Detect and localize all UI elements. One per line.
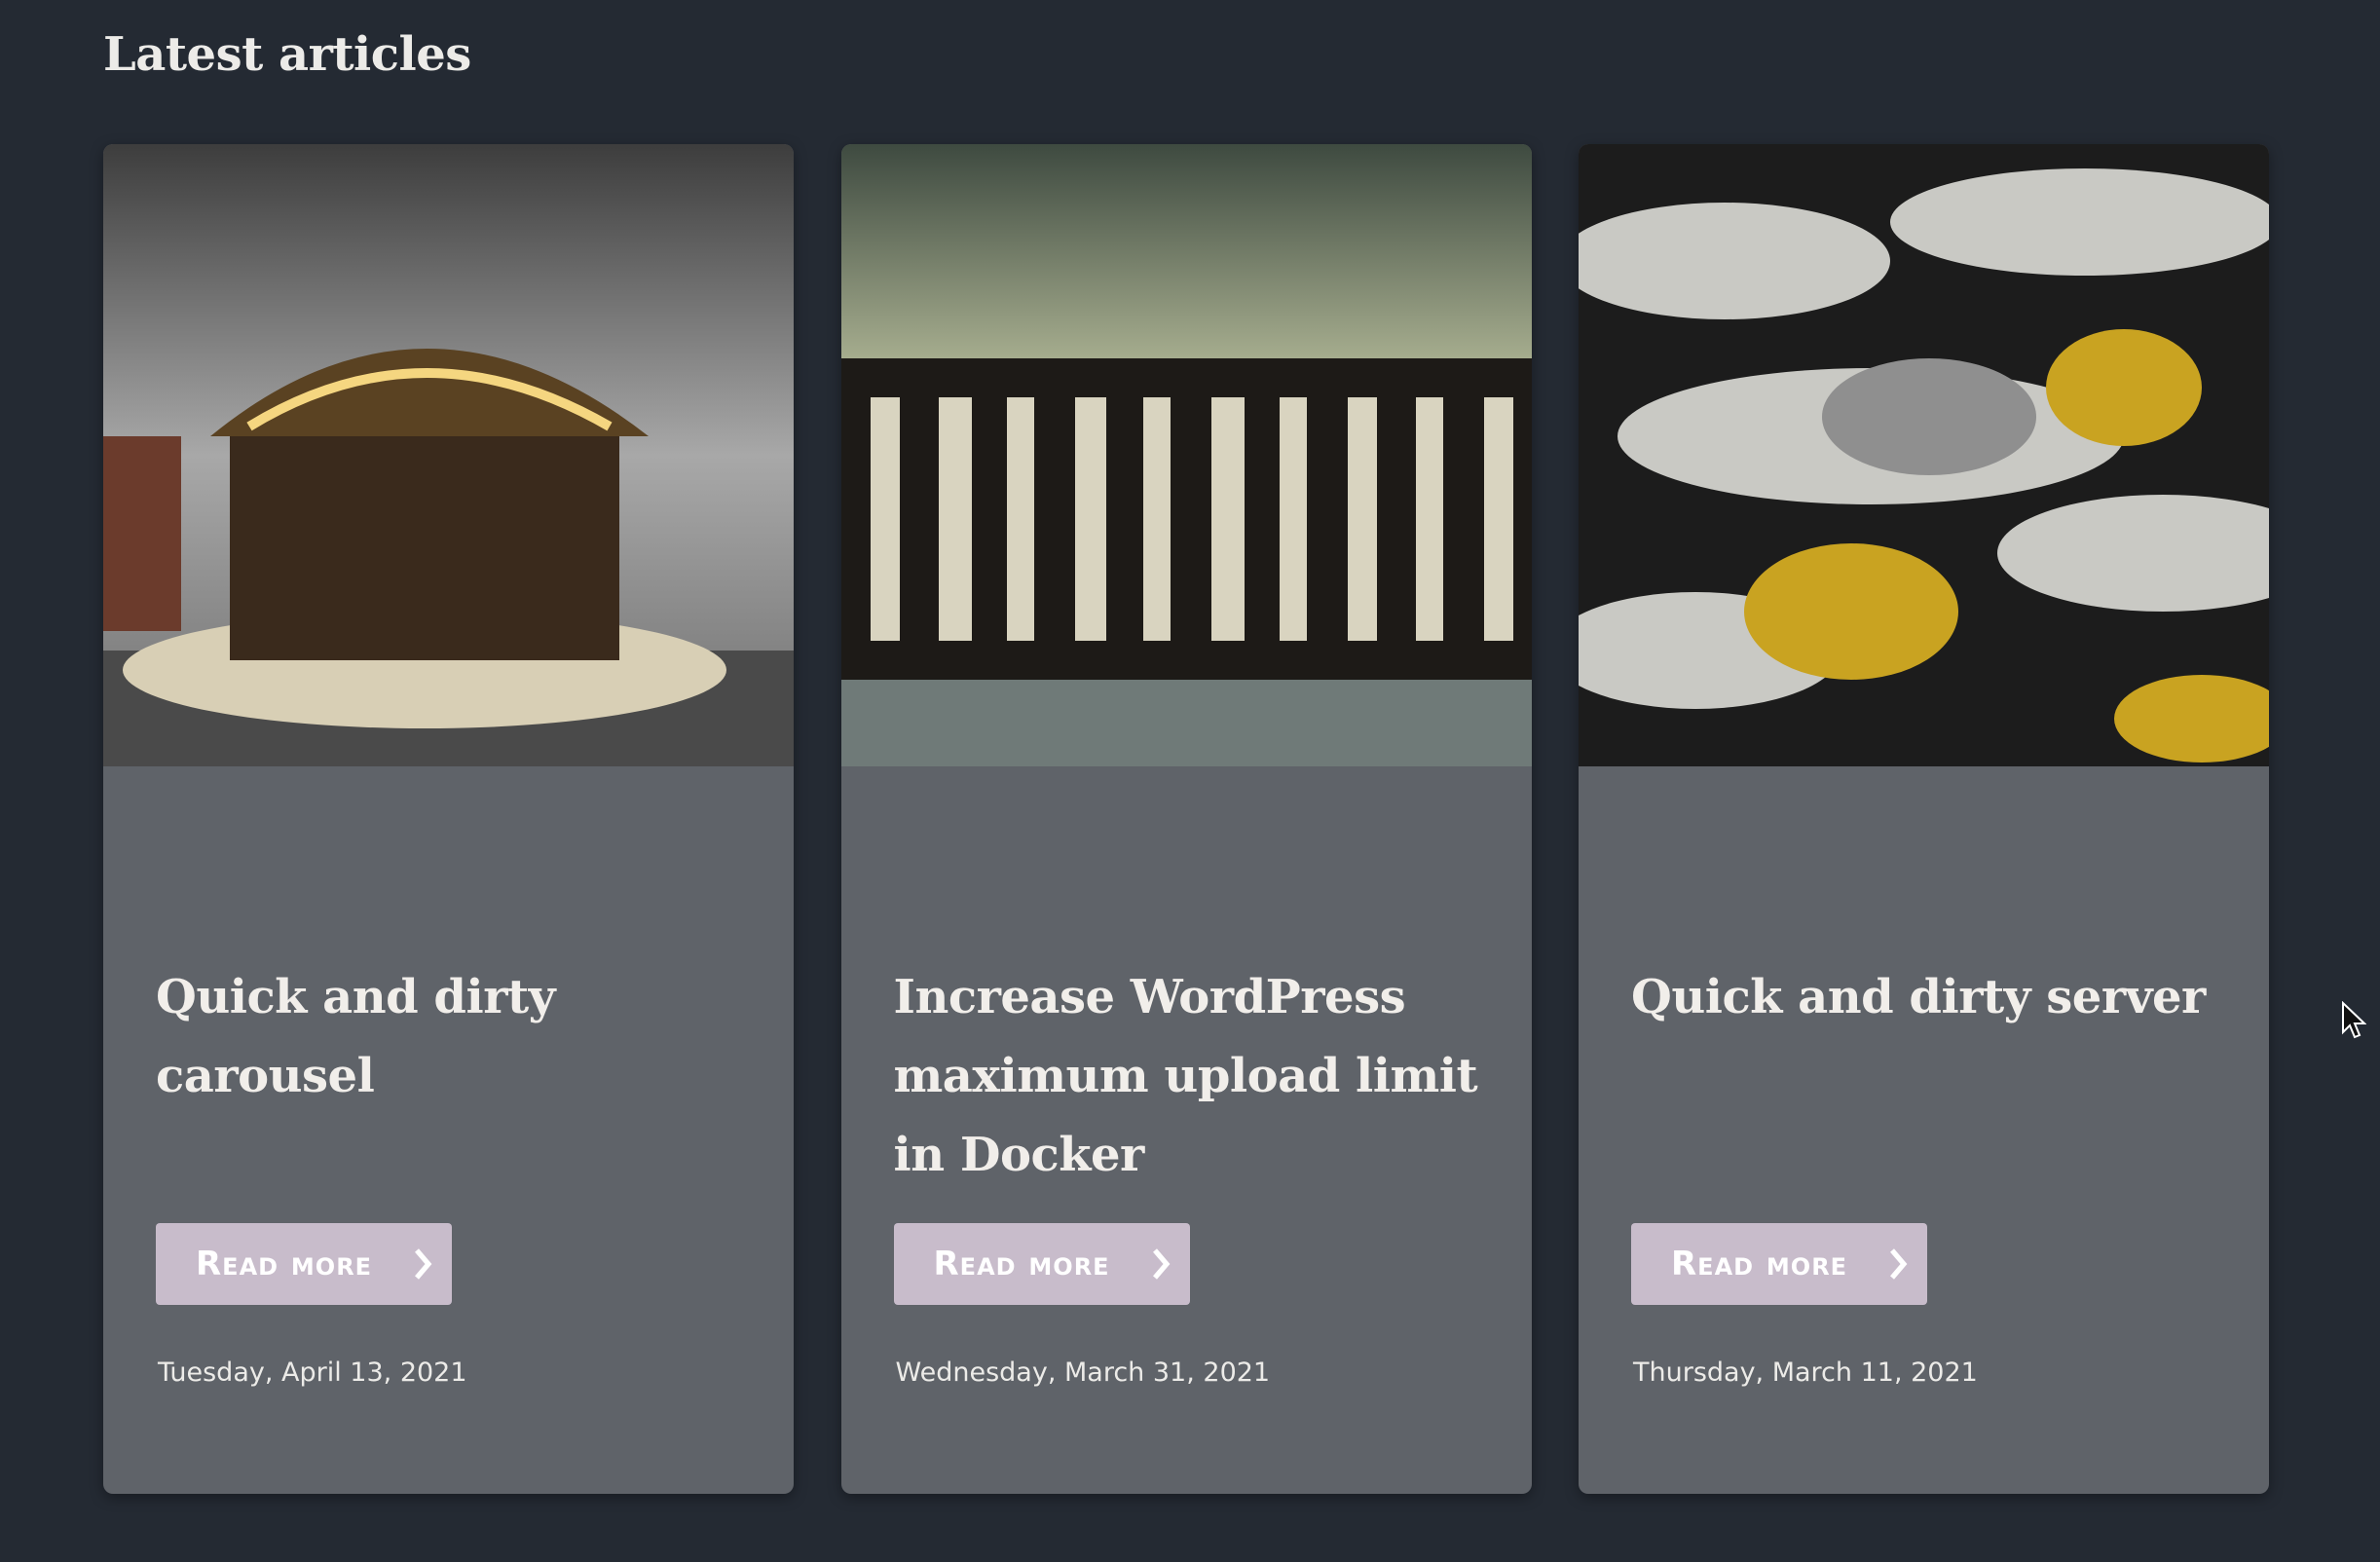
article-date: Thursday, March 11, 2021 bbox=[1633, 1357, 1978, 1388]
chevron-icon bbox=[1890, 1248, 1908, 1280]
section-title: Latest articles bbox=[103, 27, 471, 82]
chevron-icon bbox=[415, 1248, 432, 1280]
article-image bbox=[840, 144, 1532, 766]
article-card: Increase WordPress maximum upload limit … bbox=[840, 144, 1532, 1494]
article-image bbox=[1579, 144, 2269, 766]
article-card: Quick and dirty server Read more Thursday,… bbox=[1579, 144, 2269, 1494]
article-date: Wednesday, March 31, 2021 bbox=[895, 1357, 1271, 1388]
article-title[interactable]: Quick and dirty server bbox=[1631, 970, 2206, 1024]
article-image bbox=[103, 144, 794, 766]
article-title[interactable]: Quick and dirty carousel bbox=[156, 970, 556, 1103]
read-more-button[interactable]: Read more bbox=[893, 1223, 1190, 1305]
button-label: Read more bbox=[933, 1245, 1110, 1283]
article-title[interactable]: Increase WordPress maximum upload limit … bbox=[893, 970, 1478, 1182]
article-card: Quick and dirty carousel Read more Tuesday… bbox=[103, 144, 794, 1494]
read-more-button[interactable]: Read more bbox=[1631, 1223, 1927, 1305]
button-label: Read more bbox=[1671, 1245, 1848, 1283]
article-date: Tuesday, April 13, 2021 bbox=[158, 1357, 467, 1388]
read-more-button[interactable]: Read more bbox=[156, 1223, 452, 1305]
button-label: Read more bbox=[196, 1245, 373, 1283]
mouse-cursor bbox=[2342, 1001, 2366, 1039]
chevron-icon bbox=[1152, 1248, 1170, 1280]
